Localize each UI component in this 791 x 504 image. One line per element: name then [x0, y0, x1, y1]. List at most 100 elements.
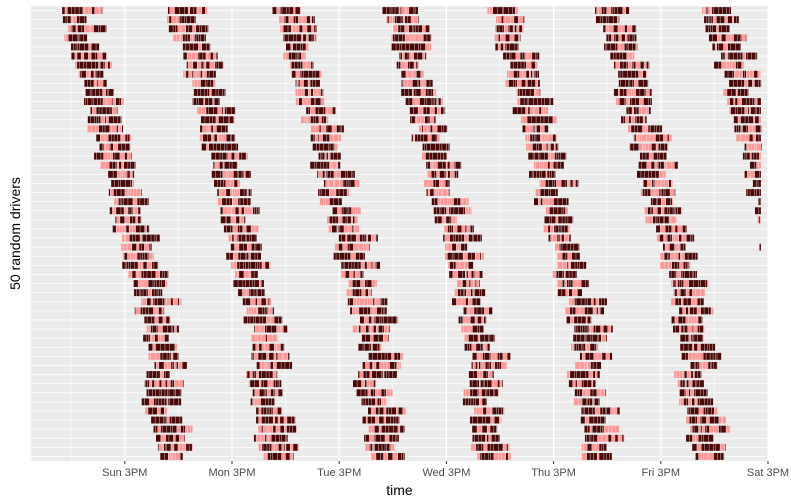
active-segment [249, 280, 253, 288]
active-segment [230, 225, 233, 233]
active-segment [557, 289, 562, 297]
idle-segment [167, 398, 168, 406]
active-segment [591, 434, 594, 442]
active-segment [681, 280, 684, 288]
active-segment [704, 398, 708, 406]
active-segment [207, 79, 211, 87]
active-segment [222, 88, 225, 96]
active-segment [347, 243, 349, 251]
idle-segment [645, 216, 648, 224]
active-segment [620, 52, 623, 60]
active-segment [683, 243, 686, 251]
idle-segment [542, 198, 546, 206]
active-segment [261, 416, 265, 424]
idle-segment [463, 389, 466, 397]
idle-segment [468, 270, 472, 278]
active-segment [308, 34, 312, 42]
active-segment [465, 298, 468, 306]
active-segment [389, 361, 395, 369]
active-segment [586, 434, 589, 442]
active-segment [112, 161, 116, 169]
idle-segment [627, 25, 632, 33]
idle-segment [454, 289, 458, 297]
active-segment [759, 189, 761, 197]
idle-segment [664, 179, 669, 187]
active-segment [225, 216, 227, 224]
active-segment [481, 389, 486, 397]
active-segment [759, 107, 761, 115]
idle-segment [585, 343, 587, 351]
active-segment [94, 116, 97, 124]
idle-segment [545, 207, 550, 215]
active-segment [544, 152, 548, 160]
active-segment [682, 270, 685, 278]
active-segment [311, 88, 313, 96]
active-segment [373, 389, 376, 397]
idle-segment [232, 207, 235, 215]
active-segment [260, 243, 262, 251]
active-segment [517, 88, 520, 96]
idle-segment [663, 234, 667, 242]
driver-row [31, 107, 768, 115]
idle-segment [420, 116, 425, 124]
active-segment [352, 261, 354, 269]
idle-segment [251, 307, 254, 315]
idle-segment [180, 298, 182, 306]
active-segment [358, 261, 361, 269]
idle-segment [156, 361, 159, 369]
active-segment [159, 416, 164, 424]
idle-segment [385, 434, 389, 442]
idle-segment [455, 216, 457, 224]
idle-segment [128, 189, 131, 197]
idle-segment [349, 225, 352, 233]
active-segment [418, 79, 421, 87]
idle-segment [676, 280, 678, 288]
active-segment [424, 143, 427, 151]
active-segment [597, 371, 600, 379]
idle-segment [708, 452, 714, 460]
idle-segment [654, 161, 658, 169]
active-segment [428, 88, 431, 96]
driver-row [31, 398, 768, 406]
active-segment [477, 380, 480, 388]
idle-segment [550, 234, 553, 242]
idle-segment [422, 34, 424, 42]
active-segment [688, 343, 693, 351]
active-segment [77, 34, 79, 42]
active-segment [435, 179, 440, 187]
active-segment [115, 98, 119, 106]
active-segment [303, 34, 307, 42]
idle-segment [707, 280, 709, 288]
idle-segment [682, 252, 685, 260]
active-segment [241, 207, 244, 215]
active-segment [233, 170, 237, 178]
idle-segment [518, 16, 524, 24]
active-segment [408, 52, 410, 60]
idle-segment [386, 16, 388, 24]
active-segment [554, 152, 557, 160]
active-segment [471, 398, 474, 406]
active-segment [538, 143, 542, 151]
idle-segment [644, 207, 648, 215]
idle-segment [688, 334, 691, 342]
active-segment [562, 207, 564, 215]
active-segment [211, 79, 214, 87]
active-segment [386, 407, 389, 415]
idle-segment [625, 98, 629, 106]
active-segment [153, 425, 156, 433]
active-segment [494, 416, 500, 424]
idle-segment [757, 143, 761, 151]
active-segment [383, 316, 388, 324]
idle-segment [721, 61, 727, 69]
active-segment [417, 79, 419, 87]
idle-segment [687, 371, 691, 379]
active-segment [375, 407, 379, 415]
idle-segment [339, 179, 343, 187]
active-segment [686, 234, 691, 242]
idle-segment [164, 361, 168, 369]
active-segment [333, 152, 338, 160]
active-segment [167, 325, 172, 333]
idle-segment [199, 134, 203, 142]
active-segment [181, 16, 185, 24]
active-segment [333, 252, 336, 260]
